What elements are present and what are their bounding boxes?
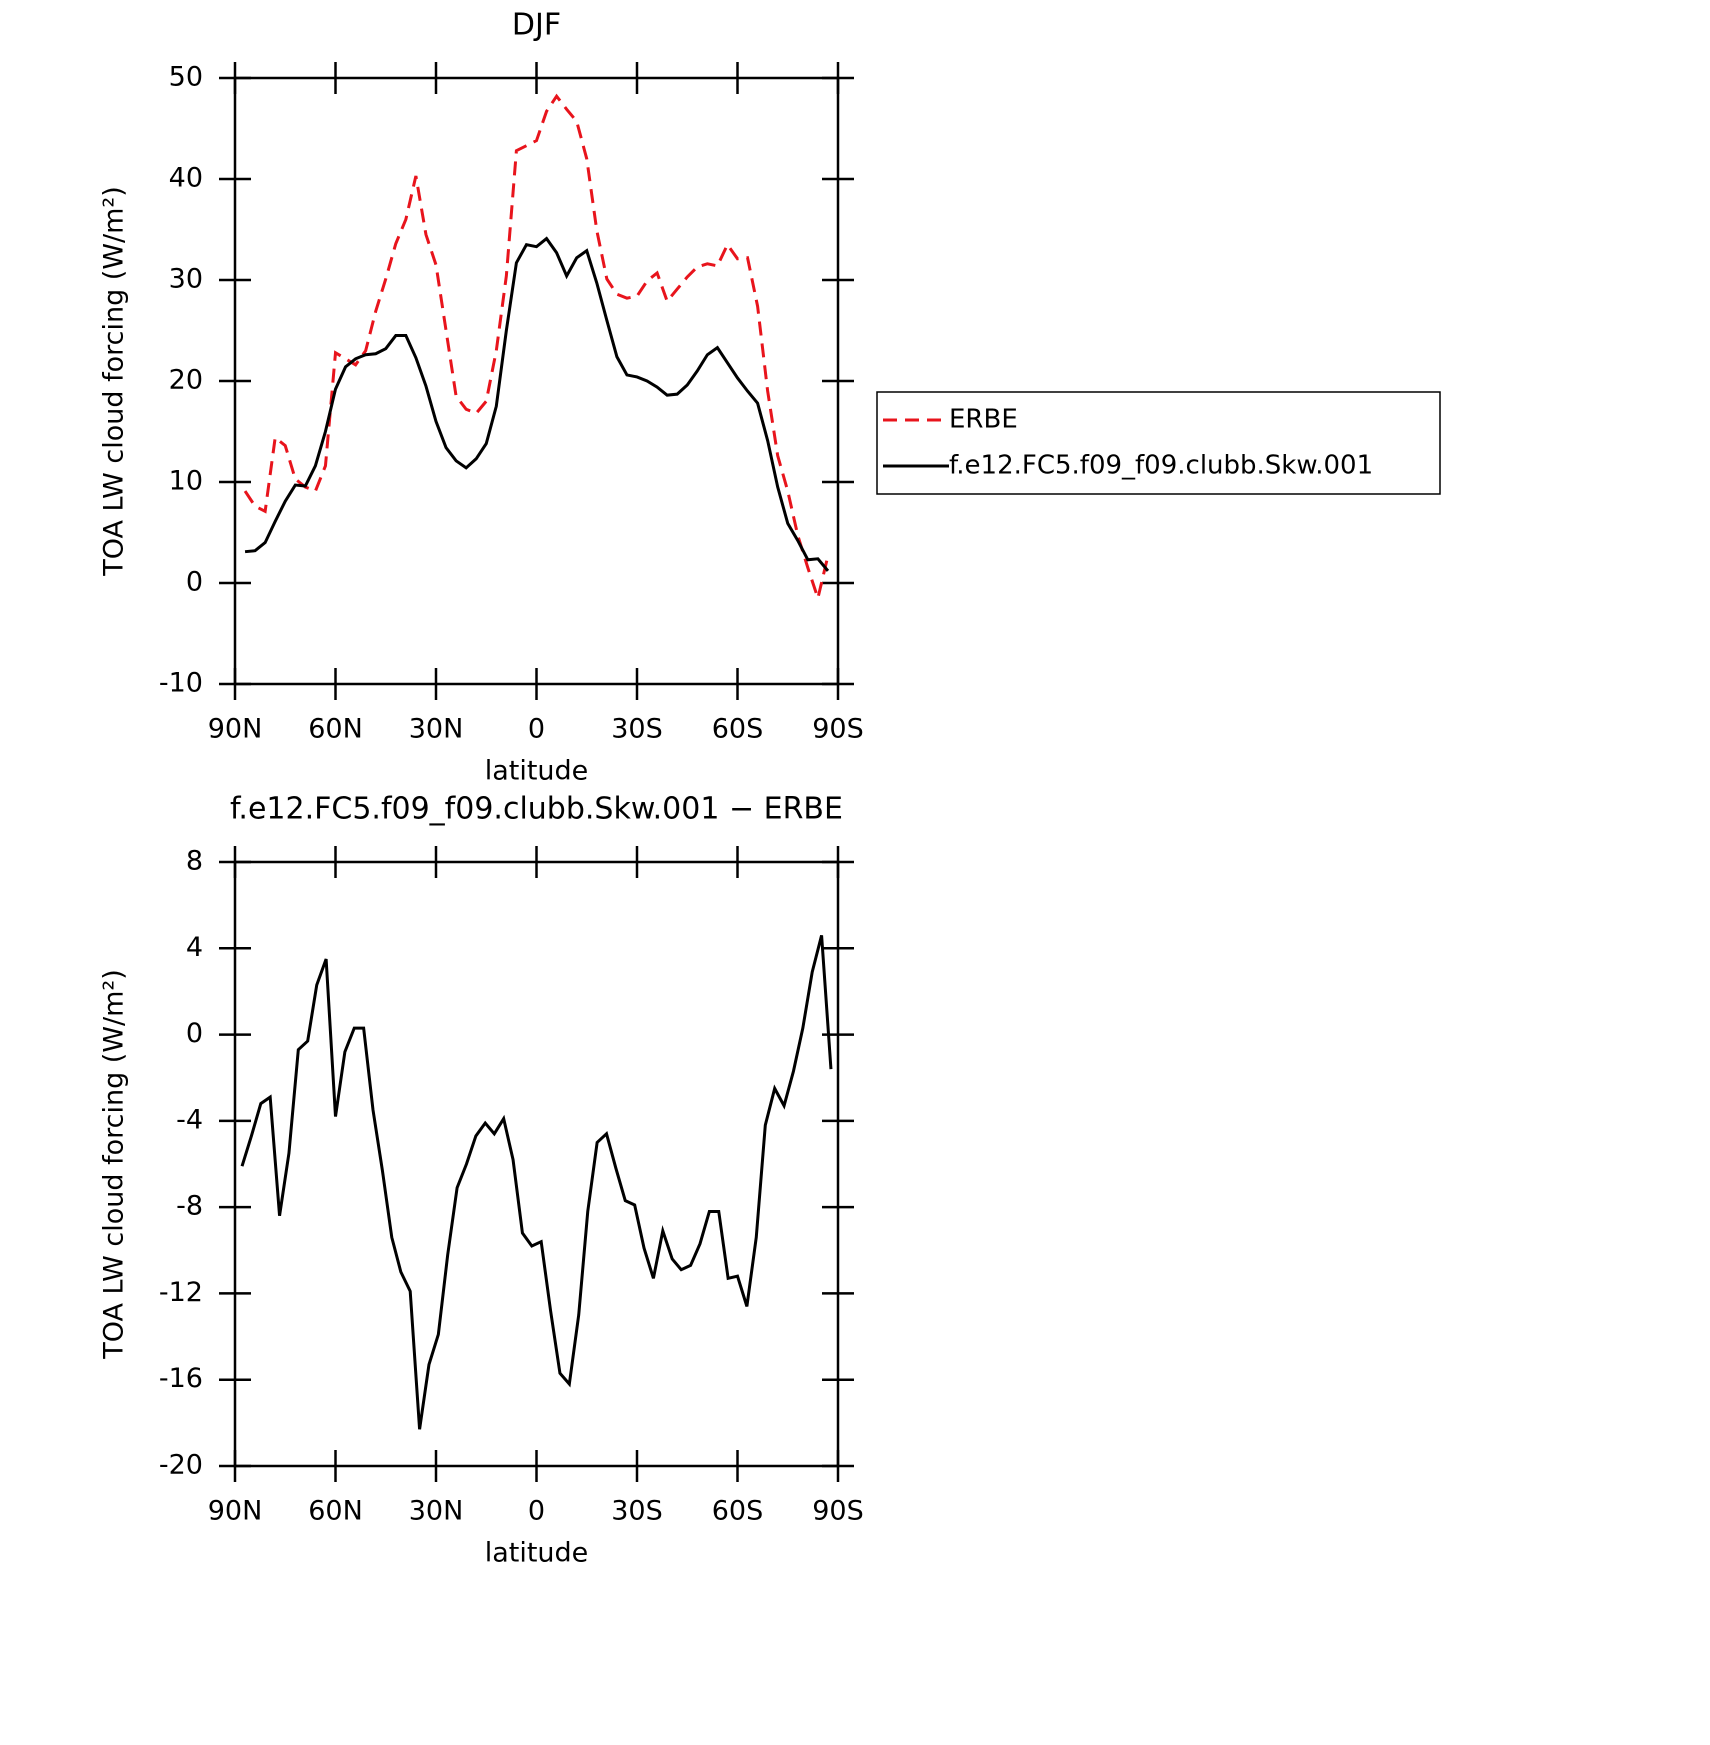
chart-title: f.e12.FC5.f09_f09.clubb.Skw.001 − ERBE xyxy=(230,792,843,827)
data-line xyxy=(240,934,833,1430)
x-tick-label: 0 xyxy=(528,714,545,745)
legend: ERBE f.e12.FC5.f09_f09.clubb.Skw.001 xyxy=(876,391,1441,495)
y-tick-label: -12 xyxy=(159,1277,203,1308)
x-tick-label: 60S xyxy=(712,1496,764,1527)
x-tick-label: 30N xyxy=(409,1496,464,1527)
y-tick-label: 4 xyxy=(186,932,203,963)
x-tick-label: 0 xyxy=(528,1496,545,1527)
x-tick-label: 60S xyxy=(712,714,764,745)
y-tick-label: 0 xyxy=(186,567,203,598)
y-tick-label: 40 xyxy=(169,163,203,194)
y-tick-label: -10 xyxy=(159,668,203,699)
data-line xyxy=(243,93,830,604)
x-tick-label: 60N xyxy=(308,1496,363,1527)
y-axis-label: TOA LW cloud forcing (W/m²) xyxy=(99,186,130,577)
x-axis-label: latitude xyxy=(485,1538,589,1569)
legend-box xyxy=(876,391,1441,495)
y-tick-label: 0 xyxy=(186,1018,203,1049)
plot-frame xyxy=(233,860,840,1468)
x-tick-label: 30S xyxy=(611,1496,663,1527)
x-tick-label: 90N xyxy=(208,714,263,745)
y-tick-label: 20 xyxy=(169,365,203,396)
x-tick-label: 60N xyxy=(308,714,363,745)
x-tick-label: 90N xyxy=(208,1496,263,1527)
y-tick-label: -8 xyxy=(176,1191,203,1222)
y-tick-label: 30 xyxy=(169,264,203,295)
legend-label: ERBE xyxy=(949,405,1018,435)
data-line xyxy=(244,236,830,572)
x-tick-label: 90S xyxy=(812,714,864,745)
x-axis-label: latitude xyxy=(485,756,589,787)
y-tick-label: -20 xyxy=(159,1450,203,1481)
plot-frame xyxy=(233,76,840,686)
y-tick-label: -4 xyxy=(176,1104,203,1135)
x-tick-label: 30S xyxy=(611,714,663,745)
y-axis-label: TOA LW cloud forcing (W/m²) xyxy=(99,969,130,1360)
y-tick-label: 10 xyxy=(169,466,203,497)
y-tick-label: 50 xyxy=(169,62,203,93)
chart-title: DJF xyxy=(512,8,561,43)
x-tick-label: 90S xyxy=(812,1496,864,1527)
y-tick-label: -16 xyxy=(159,1363,203,1394)
y-tick-label: 8 xyxy=(186,846,203,877)
x-tick-label: 30N xyxy=(409,714,464,745)
legend-label: f.e12.FC5.f09_f09.clubb.Skw.001 xyxy=(949,451,1373,481)
